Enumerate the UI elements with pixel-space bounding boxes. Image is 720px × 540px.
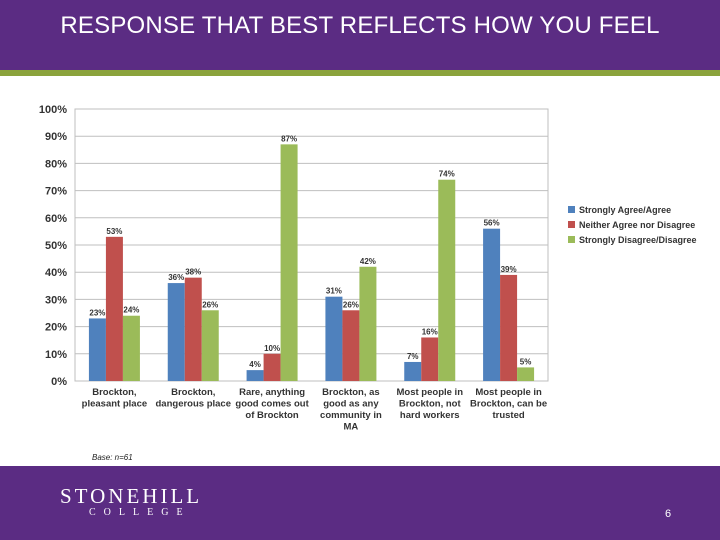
category-label: community in [320,410,382,421]
data-label: 39% [501,265,517,274]
data-label: 26% [202,300,218,309]
y-tick-label: 40% [45,267,67,279]
y-tick-label: 90% [45,131,67,143]
bar [342,310,360,381]
bar [184,277,202,381]
bar [517,367,535,381]
bar [280,144,298,381]
bar-chart: 0% 10% 20% 30% 40% 50% 60% 70% 80% 90% 100% 23% 36% 4… [39,104,697,433]
category-label: of Brockton [245,410,299,421]
category-label: Brockton, not [399,399,462,410]
bar [483,228,501,381]
data-label: 24% [123,306,139,315]
y-tick-label: 10% [45,349,67,361]
college-logo-subtitle: COLLEGE [89,507,191,518]
data-label: 74% [439,170,455,179]
legend-swatch [568,236,575,243]
bar [167,283,185,381]
page-title: RESPONSE THAT BEST REFLECTS HOW YOU FEEL [60,12,660,39]
y-tick-label: 70% [45,186,67,198]
category-label: Rare, anything [239,387,305,398]
y-tick-label: 30% [45,294,67,306]
y-tick-label: 80% [45,158,67,170]
category-label: dangerous place [156,399,232,410]
legend-label: Strongly Disagree/Disagree [579,235,697,245]
data-label: 16% [422,327,438,336]
college-logo-name: STONEHILL [60,484,203,508]
data-label: 26% [343,300,359,309]
category-label: Brockton, [92,387,136,398]
legend-label: Strongly Agree/Agree [579,205,671,215]
bar [263,353,281,381]
header-bar [0,0,720,70]
category-label: Brockton, [171,387,215,398]
category-label: hard workers [400,410,460,421]
bar [438,179,456,381]
y-tick-label: 20% [45,322,67,334]
bar [122,315,140,381]
category-label: Most people in [397,387,464,398]
category-label: Most people in [475,387,542,398]
data-label: 38% [185,268,201,277]
bar [421,337,439,381]
data-label: 31% [326,287,342,296]
legend-label: Neither Agree nor Disagree [579,220,695,230]
category-label: good as any [323,399,379,410]
y-tick-label: 60% [45,213,67,225]
data-label: 87% [281,134,297,143]
data-label: 10% [264,344,280,353]
bar [246,370,264,381]
bar [500,274,518,381]
bar [88,318,106,381]
data-label: 23% [89,308,105,317]
y-tick-label: 0% [51,376,67,388]
data-label: 4% [249,360,261,369]
category-label: MA [344,422,359,433]
data-label: 5% [520,357,532,366]
bar [201,310,219,381]
data-label: 36% [168,273,184,282]
header-divider [0,70,720,76]
category-label: Brockton, can be [470,399,547,410]
bar [325,296,343,381]
data-label: 56% [484,219,500,228]
base-note: Base: n=61 [92,453,133,462]
data-label: 7% [407,352,419,361]
legend-swatch [568,221,575,228]
y-tick-label: 100% [39,104,67,116]
data-label: 42% [360,257,376,266]
category-label: pleasant place [82,399,147,410]
bar [359,266,377,381]
category-label: Brockton, as [322,387,380,398]
category-label: trusted [492,410,524,421]
bar [404,361,422,381]
y-tick-label: 50% [45,240,67,252]
data-label: 53% [106,227,122,236]
footer-bar [0,466,720,540]
bar [105,236,123,381]
legend-swatch [568,206,575,213]
page-number: 6 [665,508,672,520]
category-label: good comes out [235,399,309,410]
